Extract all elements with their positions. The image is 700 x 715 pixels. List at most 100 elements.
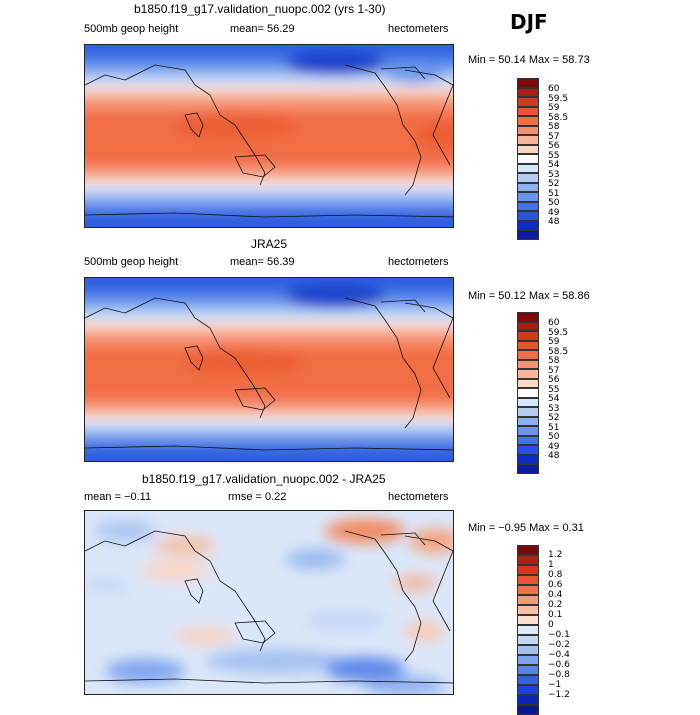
colorbar-swatch bbox=[517, 87, 539, 97]
colorbar-tick-label: 57 bbox=[548, 365, 560, 376]
colorbar-tick-label: −0.4 bbox=[548, 650, 570, 660]
colorbar-swatch bbox=[517, 645, 539, 655]
colorbar-swatch bbox=[517, 545, 539, 555]
colorbar-swatch bbox=[517, 695, 539, 705]
colorbar-tick-label: 54 bbox=[548, 394, 560, 404]
colorbar-tick-label: 60 bbox=[548, 318, 560, 328]
colorbar-swatch bbox=[517, 154, 539, 164]
panel-3-units-label: hectometers bbox=[388, 491, 449, 503]
colorbar-swatch bbox=[517, 555, 539, 565]
panel-2-map bbox=[84, 277, 454, 462]
colorbar-tick-label: −0.1 bbox=[548, 630, 570, 640]
panel-2-minmax: Min = 50.12 Max = 58.86 bbox=[468, 290, 590, 302]
colorbar-swatch bbox=[517, 575, 539, 585]
panel-3-colorbar bbox=[517, 545, 539, 715]
colorbar-swatch bbox=[517, 397, 539, 407]
colorbar-tick-label: 1.2 bbox=[548, 550, 563, 560]
colorbar-tick-label: −0.2 bbox=[548, 640, 570, 650]
colorbar-tick-label: 1 bbox=[548, 560, 554, 570]
colorbar-tick-label: 48 bbox=[548, 451, 560, 461]
colorbar-tick-label: 58.5 bbox=[548, 112, 569, 123]
panel-3-title: b1850.f19_g17.validation_nuopc.002 - JRA… bbox=[142, 472, 386, 486]
colorbar-swatch bbox=[517, 635, 539, 645]
colorbar-tick-label: 58 bbox=[548, 122, 560, 132]
colorbar-swatch bbox=[517, 340, 539, 350]
colorbar-tick-label: 59 bbox=[548, 103, 560, 113]
colorbar-swatch bbox=[517, 125, 539, 135]
colorbar-tick-label: 59 bbox=[548, 337, 560, 347]
colorbar-tick-label: 56 bbox=[548, 375, 560, 385]
colorbar-tick-label: −1 bbox=[548, 680, 562, 690]
colorbar-swatch bbox=[517, 605, 539, 615]
panel-3-mean-label: mean = −0.11 bbox=[84, 491, 152, 503]
colorbar-swatch bbox=[517, 435, 539, 445]
colorbar-swatch bbox=[517, 144, 539, 154]
panel-1-variable-label: 500mb geop height bbox=[84, 23, 179, 35]
panel-2-variable-label: 500mb geop height bbox=[84, 256, 179, 268]
colorbar-swatch bbox=[517, 173, 539, 183]
panel-1-field bbox=[85, 45, 453, 227]
panel-1-title: b1850.f19_g17.validation_nuopc.002 (yrs … bbox=[134, 2, 386, 16]
colorbar-tick-label: −0.8 bbox=[548, 670, 570, 680]
panel-1-colorbar bbox=[517, 78, 539, 240]
colorbar-tick-label: 0.2 bbox=[548, 600, 563, 610]
colorbar-swatch bbox=[517, 135, 539, 145]
colorbar-swatch bbox=[517, 97, 539, 107]
colorbar-tick-label: 0.6 bbox=[548, 580, 563, 590]
colorbar-tick-label: 51 bbox=[548, 422, 560, 433]
colorbar-swatch bbox=[517, 211, 539, 221]
colorbar-tick-label: 55 bbox=[548, 384, 560, 395]
colorbar-tick-label: −1.2 bbox=[548, 690, 570, 700]
colorbar-swatch bbox=[517, 565, 539, 575]
colorbar-swatch bbox=[517, 359, 539, 369]
colorbar-swatch bbox=[517, 182, 539, 192]
colorbar-swatch bbox=[517, 454, 539, 464]
colorbar-swatch bbox=[517, 116, 539, 126]
colorbar-tick-label: 49 bbox=[548, 441, 560, 452]
colorbar-tick-label: 55 bbox=[548, 150, 560, 161]
colorbar-swatch bbox=[517, 675, 539, 685]
colorbar-swatch bbox=[517, 665, 539, 675]
colorbar-tick-label: 0.8 bbox=[548, 570, 563, 580]
colorbar-tick-label: 60 bbox=[548, 84, 560, 94]
colorbar-swatch bbox=[517, 416, 539, 426]
colorbar-swatch bbox=[517, 705, 539, 715]
colorbar-tick-label: 53 bbox=[548, 169, 560, 180]
panel-2-mean-label: mean= 56.39 bbox=[230, 256, 295, 268]
colorbar-swatch bbox=[517, 426, 539, 436]
panel-2-colorbar bbox=[517, 312, 539, 474]
colorbar-tick-label: 0.1 bbox=[548, 610, 563, 620]
colorbar-swatch bbox=[517, 464, 539, 474]
colorbar-swatch bbox=[517, 220, 539, 230]
colorbar-swatch bbox=[517, 595, 539, 605]
colorbar-tick-label: 52 bbox=[548, 179, 560, 189]
colorbar-tick-label: 57 bbox=[548, 131, 560, 142]
season-label: DJF bbox=[510, 10, 548, 34]
colorbar-tick-label: 48 bbox=[548, 217, 560, 227]
colorbar-tick-label: 52 bbox=[548, 413, 560, 423]
colorbar-swatch bbox=[517, 312, 539, 322]
colorbar-tick-label: 58.5 bbox=[548, 346, 569, 357]
colorbar-tick-label: 0 bbox=[548, 620, 554, 630]
panel-2-units-label: hectometers bbox=[388, 256, 449, 268]
colorbar-swatch bbox=[517, 388, 539, 398]
panel-1-units-label: hectometers bbox=[388, 23, 449, 35]
colorbar-swatch bbox=[517, 369, 539, 379]
colorbar-swatch bbox=[517, 192, 539, 202]
colorbar-tick-label: 59.5 bbox=[548, 327, 569, 338]
panel-1-minmax: Min = 50.14 Max = 58.73 bbox=[468, 54, 590, 66]
colorbar-swatch bbox=[517, 378, 539, 388]
colorbar-tick-label: −0.6 bbox=[548, 660, 570, 670]
colorbar-swatch bbox=[517, 331, 539, 341]
colorbar-swatch bbox=[517, 445, 539, 455]
colorbar-swatch bbox=[517, 163, 539, 173]
colorbar-swatch bbox=[517, 585, 539, 595]
panel-3-map bbox=[84, 510, 454, 695]
colorbar-tick-label: 49 bbox=[548, 207, 560, 218]
colorbar-tick-label: 51 bbox=[548, 188, 560, 199]
panel-3-field bbox=[85, 511, 453, 694]
panel-3-rmse-label: rmse = 0.22 bbox=[228, 491, 287, 503]
colorbar-swatch bbox=[517, 321, 539, 331]
panel-1-map bbox=[84, 44, 454, 228]
colorbar-swatch bbox=[517, 615, 539, 625]
